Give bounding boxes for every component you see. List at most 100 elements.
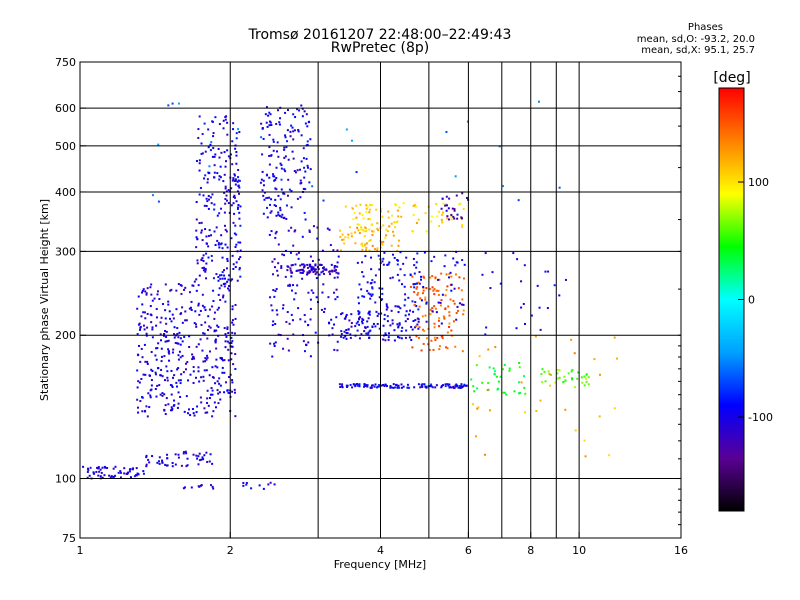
data-point — [387, 336, 390, 339]
data-point — [492, 367, 495, 370]
data-point — [202, 254, 205, 257]
data-point — [347, 236, 350, 239]
data-point — [143, 409, 146, 412]
data-point — [446, 285, 449, 288]
data-point — [434, 276, 437, 279]
data-point — [138, 381, 141, 384]
data-point — [205, 197, 208, 200]
data-point — [397, 239, 400, 242]
data-point — [294, 263, 297, 266]
data-point — [307, 341, 310, 344]
data-point — [461, 225, 464, 228]
data-point — [363, 235, 366, 238]
data-point — [440, 384, 443, 387]
data-point — [149, 313, 152, 316]
data-point — [424, 314, 427, 317]
data-point — [224, 282, 227, 285]
data-point — [206, 389, 209, 392]
data-point — [206, 200, 209, 203]
data-point — [353, 211, 356, 214]
data-point — [207, 234, 210, 237]
data-point — [275, 214, 278, 217]
data-point — [138, 322, 141, 325]
data-point — [376, 322, 379, 325]
data-point — [177, 336, 180, 339]
data-point — [142, 373, 145, 376]
data-point — [421, 292, 424, 295]
data-point — [312, 291, 315, 294]
data-point — [434, 307, 437, 310]
data-point — [362, 318, 365, 321]
data-point — [487, 348, 490, 351]
data-point — [263, 198, 266, 201]
data-point — [434, 203, 437, 206]
data-point — [224, 300, 227, 303]
data-point — [418, 305, 421, 308]
x-tick-label: 16 — [674, 544, 688, 557]
data-point — [164, 413, 167, 416]
data-point — [302, 340, 305, 343]
data-point — [151, 326, 154, 329]
data-point — [286, 311, 289, 314]
data-point — [423, 330, 426, 333]
data-point — [343, 330, 346, 333]
data-point — [380, 246, 383, 249]
data-point — [488, 366, 491, 369]
data-point — [205, 358, 208, 361]
data-point — [148, 374, 151, 377]
data-point — [197, 366, 200, 369]
data-point — [142, 472, 145, 475]
data-point — [345, 331, 348, 334]
data-point — [272, 289, 275, 292]
data-point — [455, 312, 458, 315]
data-point — [177, 453, 180, 456]
data-point — [380, 207, 383, 210]
data-point — [276, 269, 279, 272]
data-point — [336, 276, 339, 279]
data-point — [190, 308, 193, 311]
data-point — [400, 330, 403, 333]
data-point — [150, 388, 153, 391]
data-point — [429, 308, 432, 311]
data-point — [270, 230, 273, 233]
data-point — [415, 304, 418, 307]
data-point — [232, 128, 235, 131]
data-point — [376, 385, 379, 388]
data-point — [145, 454, 148, 457]
data-point — [453, 209, 456, 212]
data-point — [544, 270, 547, 273]
data-point — [416, 252, 419, 255]
data-point — [418, 282, 421, 285]
data-point — [238, 186, 241, 189]
data-point — [386, 315, 389, 318]
data-point — [157, 460, 160, 463]
data-point — [374, 301, 377, 304]
data-point — [364, 243, 367, 246]
data-point — [365, 249, 368, 252]
data-point — [272, 149, 275, 152]
data-point — [220, 234, 223, 237]
y-tick: 500 — [55, 140, 86, 153]
data-point — [156, 461, 159, 464]
data-point — [227, 202, 230, 205]
data-point — [303, 350, 306, 353]
data-point — [224, 198, 227, 201]
data-point — [354, 385, 357, 388]
data-point — [217, 306, 220, 309]
data-point — [170, 320, 173, 323]
data-point — [169, 289, 172, 292]
data-point — [290, 190, 293, 193]
data-point — [417, 327, 420, 330]
data-point — [299, 318, 302, 321]
data-point — [415, 287, 418, 290]
x-tick-label: 2 — [227, 544, 234, 557]
data-point — [422, 289, 425, 292]
data-point — [421, 328, 424, 331]
data-point — [223, 151, 226, 154]
data-point — [279, 198, 282, 201]
data-point — [145, 465, 148, 468]
data-point — [440, 299, 443, 302]
data-point — [228, 274, 231, 277]
data-point — [230, 237, 233, 240]
data-point — [355, 204, 358, 207]
